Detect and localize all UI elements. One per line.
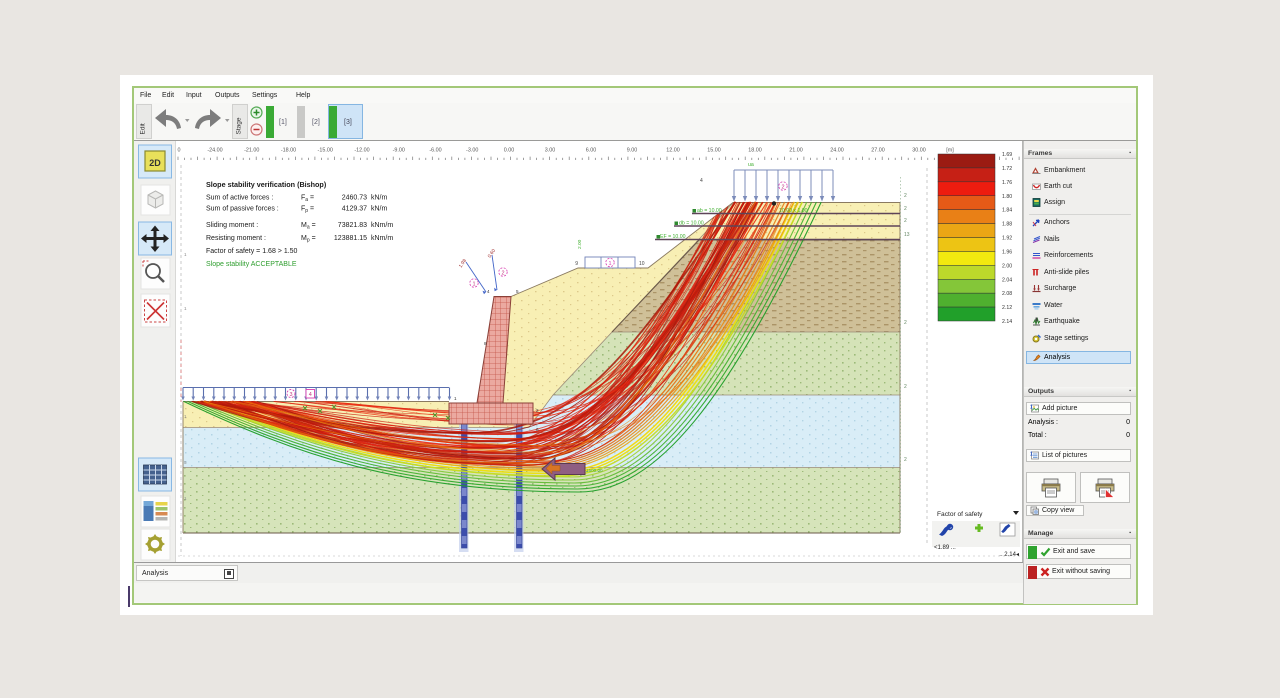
svg-text:5: 5	[516, 289, 519, 294]
svg-text:5: 5	[184, 460, 187, 465]
svg-text:1.69: 1.69	[1002, 152, 1012, 158]
svg-text:1: 1	[1030, 404, 1033, 410]
svg-text:1.88: 1.88	[1002, 222, 1012, 228]
svg-text:10.00 x 1.00: 10.00 x 1.00	[779, 208, 808, 214]
svg-text:Resisting moment :: Resisting moment :	[206, 235, 266, 242]
svg-text:1.76: 1.76	[1002, 180, 1012, 186]
svg-text:<1.89 ...: <1.89 ...	[934, 545, 956, 551]
svg-text:1: 1	[184, 306, 187, 311]
svg-text:27.00: 27.00	[871, 148, 885, 154]
svg-text:30.00: 30.00	[912, 148, 926, 154]
svg-text:1: 1	[184, 414, 187, 419]
svg-text:1500.00: 1500.00	[586, 468, 603, 473]
svg-text:Slope stability verification (: Slope stability verification (Bishop)	[206, 180, 327, 189]
svg-text:3.00: 3.00	[545, 148, 556, 154]
svg-text:4129.37: 4129.37	[342, 206, 367, 213]
svg-text:2.14: 2.14	[1002, 319, 1012, 325]
svg-text:2460.73: 2460.73	[342, 195, 367, 202]
svg-text:Mp =: Mp =	[301, 235, 316, 244]
svg-text:73821.83: 73821.83	[338, 222, 367, 229]
svg-text:.. 2.14◂: .. 2.14◂	[999, 552, 1019, 558]
svg-text:[m]: [m]	[946, 148, 954, 154]
svg-text:kNm/m: kNm/m	[371, 235, 393, 242]
svg-text:2: 2	[904, 320, 907, 326]
svg-text:2: 2	[501, 271, 504, 277]
svg-text:-9.00: -9.00	[393, 148, 405, 154]
svg-text:24.00: 24.00	[830, 148, 844, 154]
svg-text:13: 13	[904, 232, 910, 238]
svg-text:2: 2	[904, 193, 907, 199]
svg-text:2D: 2D	[149, 158, 161, 168]
svg-text:-6.00: -6.00	[429, 148, 441, 154]
svg-text:kN/m: kN/m	[371, 206, 388, 213]
svg-text:2: 2	[781, 185, 784, 191]
svg-text:Sum of passive forces :: Sum of passive forces :	[206, 206, 279, 213]
svg-text:kNm/m: kNm/m	[371, 222, 393, 229]
svg-text:1.92: 1.92	[1002, 236, 1012, 242]
svg-text:2.12: 2.12	[1002, 305, 1012, 311]
svg-text:1: 1	[1030, 451, 1033, 457]
svg-text:21.00: 21.00	[789, 148, 803, 154]
svg-text:1.72: 1.72	[1002, 166, 1012, 172]
svg-text:2.08: 2.08	[1002, 291, 1012, 297]
svg-text:18.00: 18.00	[748, 148, 762, 154]
svg-text:0.60: 0.60	[487, 248, 497, 259]
svg-text:2.00: 2.00	[577, 239, 583, 249]
svg-text:1: 1	[472, 282, 475, 288]
svg-text:Sliding moment :: Sliding moment :	[206, 222, 258, 229]
svg-text:2: 2	[536, 408, 539, 413]
svg-text:kN/m: kN/m	[371, 195, 388, 202]
svg-text:Fp =: Fp =	[301, 206, 314, 215]
svg-text:-18.00: -18.00	[281, 148, 296, 154]
svg-text:Ma =: Ma =	[301, 222, 316, 231]
svg-text:2: 2	[904, 457, 907, 463]
svg-text:-24.00: -24.00	[207, 148, 222, 154]
svg-text:db = 10.00: db = 10.00	[679, 221, 704, 227]
svg-text:4: 4	[700, 178, 703, 184]
svg-text:4: 4	[487, 289, 490, 294]
svg-text:-3.00: -3.00	[466, 148, 478, 154]
svg-text:1: 1	[184, 252, 187, 257]
svg-text:Slope stability ACCEPTABLE: Slope stability ACCEPTABLE	[206, 261, 297, 268]
svg-text:6.00: 6.00	[586, 148, 597, 154]
svg-text:1: 1	[454, 396, 457, 401]
svg-text:-21.00: -21.00	[244, 148, 259, 154]
svg-text:2: 2	[904, 206, 907, 212]
svg-text:8: 8	[484, 341, 487, 346]
svg-text:1.80: 1.80	[1002, 194, 1012, 200]
svg-text:ua: ua	[748, 162, 754, 168]
svg-text:3: 3	[289, 392, 292, 398]
svg-text:10: 10	[639, 261, 645, 267]
svg-text:EF = 10.00: EF = 10.00	[660, 234, 686, 240]
svg-text:12.00: 12.00	[666, 148, 680, 154]
svg-text:0: 0	[178, 148, 181, 154]
svg-text:Factor of safety = 1.68 > 1.50: Factor of safety = 1.68 > 1.50	[206, 248, 298, 255]
svg-text:1.84: 1.84	[1002, 208, 1012, 214]
svg-text:1.96: 1.96	[1002, 249, 1012, 255]
svg-text:0.00: 0.00	[504, 148, 515, 154]
svg-text:2.04: 2.04	[1002, 277, 1012, 283]
svg-text:9.00: 9.00	[627, 148, 638, 154]
svg-text:ab = 10.00: ab = 10.00	[697, 208, 722, 214]
svg-text:1: 1	[184, 496, 187, 501]
svg-text:6: 6	[536, 427, 539, 432]
svg-text:15.00: 15.00	[707, 148, 721, 154]
svg-text:-15.00: -15.00	[318, 148, 333, 154]
svg-text:-12.00: -12.00	[354, 148, 369, 154]
svg-text:9: 9	[575, 261, 578, 267]
svg-text:2: 2	[904, 218, 907, 224]
svg-text:2: 2	[904, 384, 907, 390]
svg-text:1: 1	[608, 261, 611, 267]
svg-text:Fa =: Fa =	[301, 195, 314, 204]
svg-text:1.98: 1.98	[458, 258, 468, 269]
svg-text:2.00: 2.00	[1002, 263, 1012, 269]
svg-text:4: 4	[309, 392, 312, 398]
svg-text:Sum of active forces :: Sum of active forces :	[206, 195, 273, 202]
svg-text:Factor of safety: Factor of safety	[937, 511, 983, 518]
svg-text:123881.15: 123881.15	[334, 235, 367, 242]
